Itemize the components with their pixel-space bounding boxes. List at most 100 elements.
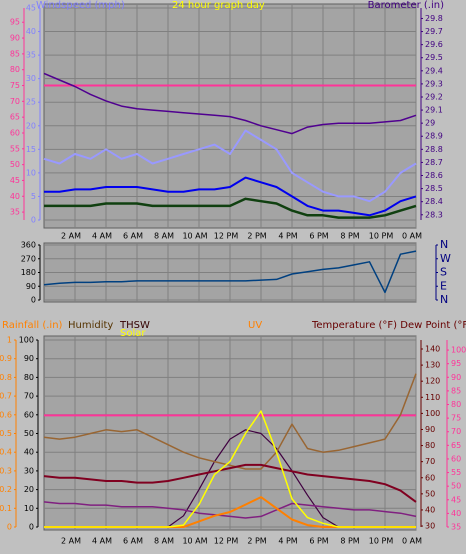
y-label: Humidity xyxy=(68,320,113,331)
annotation: THSW xyxy=(119,320,150,331)
y-tick-label: 180 xyxy=(21,268,36,277)
y3-tick-label: 1 xyxy=(7,336,12,345)
y3-tick-label: 40 xyxy=(10,192,20,201)
y2-tick-label: 90 xyxy=(425,425,435,434)
y3-tick-label: 75 xyxy=(10,81,20,90)
series-line xyxy=(43,463,417,503)
series-line xyxy=(43,501,417,519)
y2-tick-label: 28.6 xyxy=(425,171,443,180)
y-tick-label: 40 xyxy=(24,448,34,457)
y4-tick-label: 100 xyxy=(451,346,466,355)
x-tick-label: 2 AM xyxy=(61,537,81,546)
x-tick-label: 12 PM xyxy=(214,537,239,546)
series-line xyxy=(43,129,417,203)
y3-tick-label: 55 xyxy=(10,144,20,153)
y3-tick-label: 0.8 xyxy=(0,373,12,382)
y3-tick-label: 90 xyxy=(10,34,20,43)
y3-tick-label: 95 xyxy=(10,18,20,27)
y3-tick-label: 70 xyxy=(10,97,20,106)
y2-tick-label: 29.7 xyxy=(425,27,443,36)
x-tick-label: 8 AM xyxy=(154,537,174,546)
y-tick-label: 30 xyxy=(24,466,34,475)
y4-tick-label: 75 xyxy=(451,414,461,423)
legend-entry: UV xyxy=(248,320,262,331)
y-tick-label: 0 xyxy=(31,296,36,305)
series-line xyxy=(43,250,417,294)
x-tick-label: 4 PM xyxy=(278,537,297,546)
y-tick-label: 270 xyxy=(21,254,36,263)
y2-tick-label: 29.6 xyxy=(425,40,443,49)
y2-tick-label: 50 xyxy=(425,489,435,498)
y2-label: Barometer (.in) xyxy=(368,0,444,11)
title: 24 hour graph day xyxy=(172,0,265,11)
y-tick-label: 90 xyxy=(26,282,36,291)
series-line xyxy=(44,197,417,219)
y-tick-label: 20 xyxy=(26,121,36,130)
y3-tick-label: 0.4 xyxy=(0,448,12,457)
x-tick-label: 10 PM xyxy=(369,232,394,241)
y3-tick-label: 35 xyxy=(10,208,20,217)
y3-tick-label: 65 xyxy=(10,113,20,122)
y-tick-label: 0 xyxy=(31,216,36,225)
y3-tick-label: 0.3 xyxy=(0,466,12,475)
y2-tick-label: 28.3 xyxy=(425,210,443,219)
x-tick-label: 10 AM xyxy=(182,537,207,546)
y-tick-label: 70 xyxy=(24,392,34,401)
y4-tick-label: 60 xyxy=(451,454,461,463)
y4-tick-label: 80 xyxy=(451,400,461,409)
y2-tick-label: W xyxy=(440,252,451,265)
y-tick-label: 360 xyxy=(21,241,36,250)
y2-tick-label: 140 xyxy=(425,345,440,354)
series-line xyxy=(44,410,416,528)
y4-tick-label: 40 xyxy=(451,509,461,518)
y3-tick-label: 0.6 xyxy=(0,410,12,419)
y3-tick-label: 0 xyxy=(7,523,12,532)
y2-tick-label: 29.4 xyxy=(425,66,443,75)
x-tick-label: 10 PM xyxy=(369,537,394,546)
y2-tick-label: 60 xyxy=(425,473,435,482)
x-tick-label: 4 PM xyxy=(278,232,297,241)
y-tick-label: 90 xyxy=(24,354,34,363)
x-tick-label: 6 AM xyxy=(123,537,143,546)
y-tick-label: 80 xyxy=(24,373,34,382)
y4-tick-label: 35 xyxy=(451,523,461,532)
y3-tick-label: 45 xyxy=(10,176,20,185)
y2-label: Temperature (°F) Dew Point (°F) xyxy=(311,320,466,331)
y-tick-label: 15 xyxy=(26,145,36,154)
y3-tick-label: 0.2 xyxy=(0,485,12,494)
x-tick-label: 2 AM xyxy=(61,232,81,241)
y-tick-label: 50 xyxy=(24,429,34,438)
y-tick-label: 60 xyxy=(24,410,34,419)
x-tick-label: 4 AM xyxy=(92,537,112,546)
y2-tick-label: 29.3 xyxy=(425,79,443,88)
x-tick-label: 2 PM xyxy=(247,232,266,241)
y-tick-label: 40 xyxy=(26,27,36,36)
y4-tick-label: 70 xyxy=(451,427,461,436)
y-tick-label: 25 xyxy=(26,98,36,107)
y2-tick-label: 29.8 xyxy=(425,14,443,23)
y3-tick-label: 85 xyxy=(10,49,20,58)
y3-tick-label: 60 xyxy=(10,128,20,137)
x-tick-label: 10 AM xyxy=(182,232,207,241)
y-label: Windspeed (mph) xyxy=(36,0,125,11)
y2-tick-label: S xyxy=(440,266,447,279)
y2-tick-label: 29.2 xyxy=(425,92,443,101)
y3-tick-label: 0.5 xyxy=(0,429,12,438)
y2-tick-label: 80 xyxy=(425,441,435,450)
y4-tick-label: 50 xyxy=(451,482,461,491)
y3-tick-label: 0.9 xyxy=(0,354,12,363)
y-tick-label: 45 xyxy=(26,4,36,13)
y4-tick-label: 90 xyxy=(451,373,461,382)
y-tick-label: 5 xyxy=(31,192,36,201)
x-tick-label: 6 PM xyxy=(309,232,328,241)
x-tick-label: 6 AM xyxy=(123,232,143,241)
y2-tick-label: 28.7 xyxy=(425,158,443,167)
y2-tick-label: 30 xyxy=(425,522,435,531)
x-tick-label: 4 AM xyxy=(92,232,112,241)
y4-tick-label: 55 xyxy=(451,468,461,477)
y2-tick-label: 28.4 xyxy=(425,197,443,206)
y4-tick-label: 45 xyxy=(451,495,461,504)
y2-tick-label: 110 xyxy=(425,393,440,402)
y-tick-label: 20 xyxy=(24,485,34,494)
